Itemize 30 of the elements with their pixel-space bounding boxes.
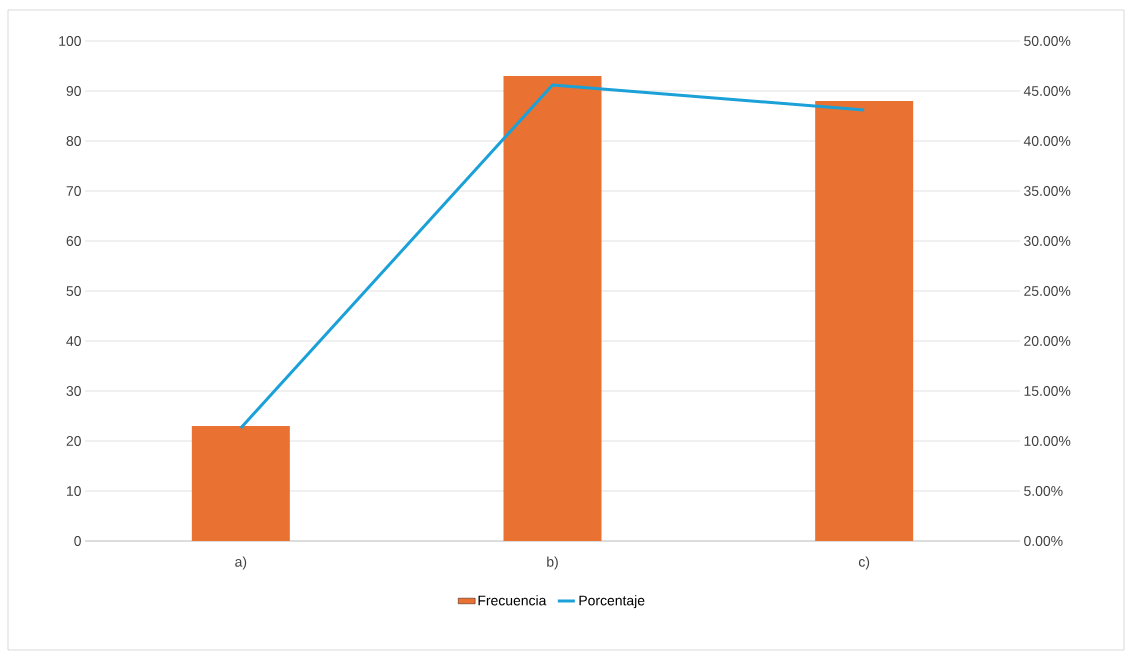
x-tick-label: b) — [547, 556, 558, 570]
y2-tick-label: 30.00% — [1024, 236, 1071, 246]
x-tick-label: a) — [235, 556, 247, 570]
y-tick-label: 10 — [67, 486, 81, 496]
y-tick-label: 40 — [66, 336, 81, 346]
y2-tick-label: 25.00% — [1024, 286, 1071, 296]
y-tick-label: 90 — [66, 86, 81, 96]
bar — [503, 76, 602, 541]
y-tick-label: 0 — [74, 536, 81, 546]
legend-label: Porcentaje — [579, 595, 645, 609]
y-tick-label: 70 — [66, 186, 81, 196]
y-tick-label: 50 — [66, 286, 81, 296]
y2-tick-label: 40.00% — [1023, 136, 1071, 146]
bar — [191, 426, 290, 541]
y2-tick-label: 20.00% — [1024, 336, 1071, 346]
y2-tick-label: 10.00% — [1024, 436, 1071, 446]
y2-tick-label: 15.00% — [1024, 386, 1071, 396]
y2-tick-label: 5.00% — [1024, 486, 1063, 496]
y-tick-label: 80 — [66, 136, 81, 146]
y2-tick-label: 50.00% — [1024, 36, 1071, 46]
x-tick-label: c) — [858, 556, 870, 570]
y2-tick-label: 45.00% — [1023, 86, 1071, 96]
y-tick-label: 20 — [66, 436, 81, 446]
y-tick-label: 60 — [66, 236, 81, 246]
y-tick-label: 100 — [59, 36, 81, 46]
y2-tick-label: 0.00% — [1024, 536, 1063, 546]
y2-tick-label: 35.00% — [1024, 186, 1071, 196]
y-tick-label: 30 — [66, 386, 81, 396]
bar — [815, 101, 914, 541]
legend-label: Frecuencia — [478, 595, 547, 606]
